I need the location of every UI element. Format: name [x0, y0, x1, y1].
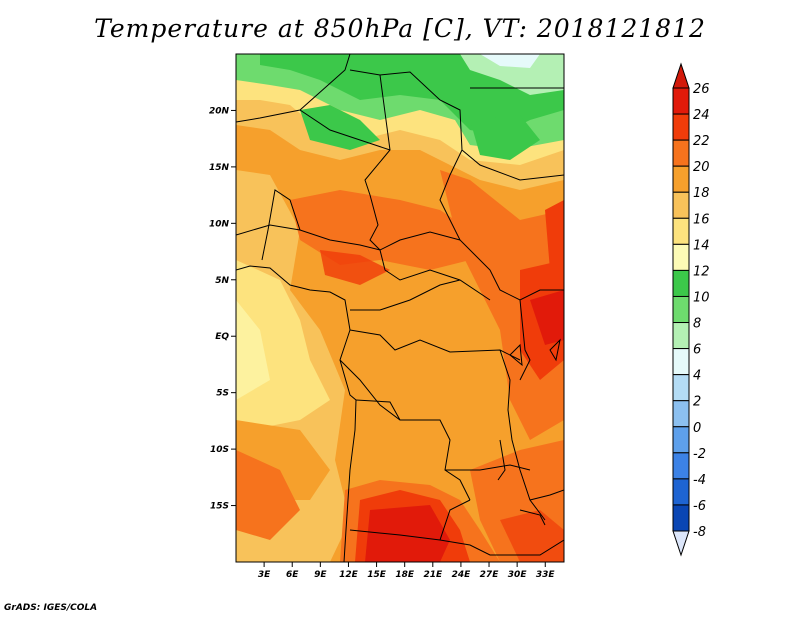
- colorbar-swatch: [672, 139, 690, 167]
- latitude-axis: 20N 15N 10N 5N EQ 5S 10S 15S: [209, 106, 236, 512]
- lat-tick-label: 15S: [210, 502, 229, 512]
- colorbar-top-triangle: [672, 62, 690, 89]
- lon-tick-label: 15E: [367, 570, 387, 580]
- lon-tick-label: 18E: [395, 570, 415, 580]
- longitude-axis: 3E 6E 9E 12E 15E 18E 21E 24E 27E 30E 33E: [258, 562, 556, 580]
- temperature-field: [236, 54, 564, 562]
- colorbar-swatch: [672, 348, 690, 376]
- lon-tick-label: 9E: [314, 570, 327, 580]
- colorbar-swatch: [672, 113, 690, 141]
- map-frame: [235, 53, 565, 563]
- lon-tick-label: 12E: [339, 570, 359, 580]
- colorbar-swatch: [672, 504, 690, 532]
- lon-tick-label: 24E: [452, 570, 472, 580]
- lat-tick-label: 20N: [209, 106, 230, 116]
- colorbar-label: 18: [693, 186, 710, 201]
- lon-tick-label: 33E: [536, 570, 556, 580]
- colorbar-label: 8: [693, 317, 701, 332]
- colorbar-swatch: [672, 217, 690, 245]
- colorbar-label: 10: [693, 290, 710, 305]
- lon-tick-label: 3E: [258, 570, 271, 580]
- colorbar-swatch: [672, 426, 690, 454]
- colorbar-swatch: [672, 191, 690, 219]
- colorbar-swatch: [672, 295, 690, 324]
- colorbar-swatch: [672, 243, 690, 271]
- lon-tick-label: 21E: [423, 570, 443, 580]
- colorbar-label: 20: [693, 160, 710, 175]
- colorbar-label: 22: [693, 134, 710, 149]
- colorbar-label: 14: [693, 238, 710, 253]
- lat-tick-label: 5S: [216, 389, 229, 399]
- colorbar-label: 26: [693, 82, 710, 97]
- colorbar-label: -8: [693, 525, 706, 540]
- colorbar-swatch: [672, 269, 690, 297]
- lat-tick-label: 5N: [215, 276, 229, 286]
- lat-tick-label: 10N: [209, 219, 230, 229]
- colorbar-swatch: [672, 452, 690, 480]
- colorbar-swatch: [672, 478, 690, 506]
- map-title: Temperature at 850hPa [C], VT: 201812181…: [94, 14, 706, 43]
- colorbar-label: 6: [693, 343, 701, 358]
- colorbar-label: 4: [693, 369, 701, 384]
- colorbar-label: 12: [693, 264, 710, 279]
- colorbar-label: -2: [693, 447, 706, 462]
- colorbar-bottom-triangle: [672, 530, 690, 557]
- colorbar-label: 2: [693, 395, 701, 410]
- colorbar-swatch: [672, 165, 690, 193]
- colorbar-swatch: [672, 322, 690, 350]
- lon-tick-label: 6E: [286, 570, 299, 580]
- colorbar-label: -4: [693, 473, 706, 488]
- country-borders: [236, 54, 564, 562]
- colorbar-label: -6: [693, 499, 706, 514]
- colorbar-swatch: [672, 87, 690, 115]
- colorbar-swatch: [672, 374, 690, 402]
- grads-credit: GrADS: IGES/COLA: [4, 603, 98, 613]
- colorbar-label: 24: [693, 108, 710, 123]
- colorbar-label: 0: [693, 421, 701, 436]
- lon-tick-label: 30E: [508, 570, 528, 580]
- lon-tick-label: 27E: [480, 570, 500, 580]
- colorbar-swatch: [672, 400, 690, 428]
- lat-tick-label: 15N: [209, 163, 230, 173]
- lat-tick-label: 10S: [210, 445, 229, 455]
- colorbar-label: 16: [693, 212, 710, 227]
- lat-tick-label: EQ: [215, 332, 229, 342]
